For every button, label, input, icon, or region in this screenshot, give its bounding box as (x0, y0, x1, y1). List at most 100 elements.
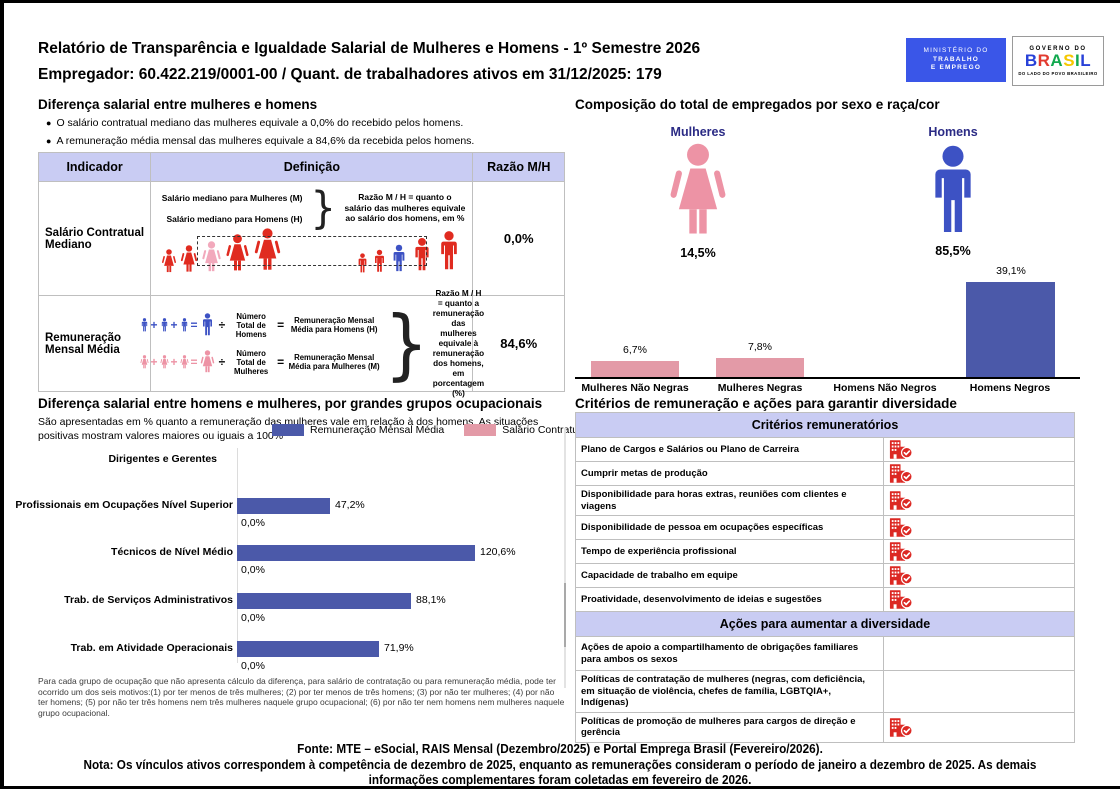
plus-icon: + (150, 318, 158, 332)
female-figure-icon (180, 245, 198, 275)
occ-row-operacionais: Trab. em Atividade Operacionais 71,9% 0,… (38, 639, 565, 683)
criteria-header-acoes: Ações para aumentar a diversidade (575, 611, 1075, 637)
median-zero-label: 0,0% (241, 564, 265, 576)
col-header-indicador: Indicador (37, 152, 152, 182)
equals-icon: = (190, 355, 198, 369)
occupational-title: Diferença salarial entre homens e mulher… (38, 396, 543, 411)
table-row-remuneracao-media: Remuneração Mensal Média + + = ÷ (37, 289, 565, 398)
criteria-row: Capacidade de trabalho em equipe (575, 563, 1076, 588)
indicator-name: Remuneração Mensal Média (37, 295, 152, 392)
category-label: Mulheres Negras (717, 382, 803, 394)
male-figure-icon (140, 318, 149, 333)
category-label: Dirigentes e Gerentes (108, 453, 217, 465)
plus-icon: + (170, 318, 178, 332)
bar-value-label: 6,7% (623, 344, 647, 356)
male-figure-icon (436, 230, 462, 275)
occupational-footnote: Para cada grupo de ocupação que não apre… (38, 676, 565, 718)
women-percentage: 14,5% (680, 246, 716, 260)
gov-logo-brasil-wordmark: BRASIL (1024, 51, 1092, 70)
mediano-ratio-note: Razão M / H = quanto o salário das mulhe… (344, 192, 466, 224)
definition-cell-mediano: Salário mediano para Mulheres (M) Salári… (150, 181, 474, 296)
bar-remuneracao-media (237, 593, 411, 609)
footer-nota: Nota: Os vínculos ativos correspondem à … (83, 757, 1037, 788)
ratio-value-mediano: 0,0% (472, 181, 565, 296)
criteria-row: Cumprir metas de produção (575, 461, 1076, 486)
legend-label-remuneracao: Remuneração Mensal Média (310, 424, 445, 436)
report-footer: Fonte: MTE – eSocial, RAIS Mensal (Dezem… (52, 742, 1067, 789)
page-title: Relatório de Transparência e Igualdade S… (38, 36, 878, 88)
women-large-figure-icon (664, 143, 732, 245)
category-label: Trab. de Serviços Administrativos (64, 594, 233, 606)
divide-icon: ÷ (218, 318, 226, 332)
building-check-icon (889, 718, 913, 737)
median-zero-label: 0,0% (241, 517, 265, 529)
brace-icon: } (384, 298, 429, 389)
table-row-salario-mediano: Salário Contratual Mediano Salário media… (37, 181, 565, 296)
women-result-label: Remuneração Mensal Média para Mulheres (… (288, 353, 380, 371)
criteria-title: Critérios de remuneração e ações para ga… (575, 396, 957, 411)
men-group-label: Homens (928, 125, 978, 139)
female-figure-icon (140, 355, 149, 370)
x-axis-line (575, 377, 1080, 379)
footer-fonte: Fonte: MTE – eSocial, RAIS Mensal (Dezem… (297, 742, 823, 756)
bar-value-label: 7,8% (748, 341, 772, 353)
male-figure-icon (200, 313, 215, 338)
scrollbar-thumb[interactable] (564, 583, 566, 647)
criteria-row: Políticas de promoção de mulheres para c… (575, 711, 1076, 743)
brace-icon: } (310, 182, 336, 234)
governo-brasil-logo: GOVERNO DO BRASIL DO LADO DO POVO BRASIL… (1012, 36, 1104, 86)
median-dashed-box (197, 236, 428, 266)
criteria-row: Políticas de contratação de mulheres (ne… (575, 670, 1076, 713)
bar-value-label: 120,6% (480, 546, 516, 558)
occ-row-dirigentes: Dirigentes e Gerentes (38, 450, 565, 494)
men-percentage: 85,5% (935, 244, 971, 258)
bar-homens-nao-negros (841, 264, 930, 377)
men-result-label: Remuneração Mensal Média para Homens (H) (290, 316, 378, 334)
mte-logo-line1: MINISTÉRIO DO (923, 47, 989, 55)
bullet-icon: ● (46, 136, 52, 146)
criteria-row: Tempo de experiência profissional (575, 539, 1076, 564)
criteria-section-header-row: Ações para aumentar a diversidade (575, 611, 1075, 637)
salary-diff-bullet-2: ● A remuneração média mensal das mulheres… (46, 135, 475, 147)
ratio-value-media: 84,6% (472, 295, 565, 392)
gov-logo-top-text: GOVERNO DO (1029, 46, 1087, 52)
media-definition-block: + + = ÷ Número Total de Homens = Remuner… (151, 289, 484, 398)
building-check-icon (889, 518, 913, 537)
men-formula-line: + + = ÷ Número Total de Homens = Remuner… (140, 312, 381, 339)
gov-logo-slogan: DO LADO DO POVO BRASILEIRO (1018, 71, 1098, 76)
scrollbar-track[interactable] (564, 428, 566, 688)
salary-diff-bullet-1: ● O salário contratual mediano das mulher… (46, 117, 464, 129)
bar-mulheres-negras (716, 358, 804, 377)
page-border-bottom (0, 786, 1120, 789)
plus-icon: + (150, 355, 158, 369)
occ-row-profissionais: Profissionais em Ocupações Nível Superio… (15, 496, 565, 540)
mte-logo: MINISTÉRIO DO TRABALHO E EMPREGO (906, 38, 1006, 82)
mte-logo-line3: E EMPREGO (930, 64, 982, 72)
legend-swatch-pink (464, 424, 497, 436)
women-formula-line: + + = ÷ Número Total de Mulheres = Remun… (140, 349, 381, 376)
equals-icon: = (190, 318, 198, 332)
category-label: Homens Não Negros (833, 382, 937, 394)
equals-icon: = (277, 318, 285, 332)
occ-row-administrativos: Trab. de Serviços Administrativos 88,1% … (38, 591, 565, 635)
mte-logo-line2: TRABALHO (932, 55, 980, 63)
mediano-label-mulheres: Salário mediano para Mulheres (M) (161, 192, 303, 203)
male-figure-icon (160, 318, 169, 333)
category-label: Trab. em Atividade Operacionais (70, 642, 233, 654)
page-border-top (0, 0, 1120, 3)
mediano-definition-block: Salário mediano para Mulheres (M) Salári… (161, 182, 466, 234)
page-border-left (0, 0, 4, 789)
category-label: Homens Negros (969, 382, 1051, 394)
plus-icon: + (170, 355, 178, 369)
building-check-icon (889, 566, 913, 585)
legend-swatch-blue (272, 424, 304, 436)
criteria-section-header-row: Critérios remuneratórios (575, 412, 1075, 438)
category-label: Mulheres Não Negras (581, 382, 689, 394)
divide-icon: ÷ (218, 355, 226, 369)
indicator-table: Indicador Definição Razão M/H Salário Co… (37, 152, 565, 398)
salary-diff-title: Diferença salarial entre mulheres e home… (38, 97, 318, 112)
criteria-table: Critérios remuneratórios Plano de Cargos… (575, 412, 1076, 743)
bar-remuneracao-media (237, 641, 379, 657)
equals-icon: = (277, 355, 285, 369)
